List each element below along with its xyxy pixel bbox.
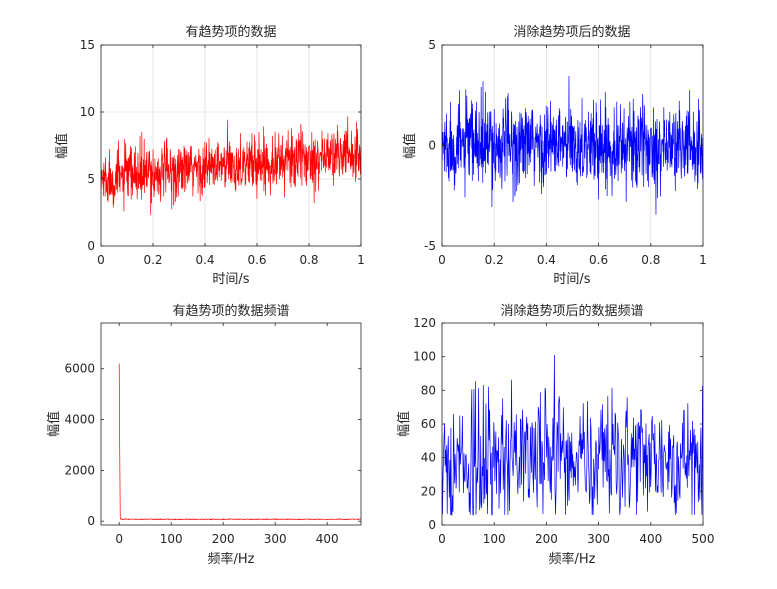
y-tick-label: 0 [87, 239, 95, 253]
x-tick-label: 1 [699, 253, 707, 267]
series-path [118, 363, 361, 521]
x-tick-label: 0.2 [485, 253, 504, 267]
tick-marks: 0 100 200 300 400 500 0 20 40 60 80 100 120 [413, 316, 714, 546]
y-tick-label: 20 [421, 484, 436, 498]
series-path [101, 116, 361, 215]
y-tick-label: 5 [428, 38, 436, 52]
axes-frame [100, 322, 362, 526]
y-tick-label: 40 [421, 451, 436, 465]
axes-frame [100, 44, 362, 247]
x-tick-label: 200 [535, 532, 558, 546]
subplot-detrended-data: 0 0.2 0.4 0.6 0.8 1-505 消除趋势项后的数据 时间/s 幅值 [402, 24, 707, 287]
x-tick-label: 100 [160, 532, 183, 546]
series-line [442, 354, 703, 516]
x-tick-label: 0.4 [195, 253, 214, 267]
x-tick-label: 0.6 [247, 253, 266, 267]
plot-area [101, 323, 361, 525]
x-tick-label: 300 [264, 532, 287, 546]
x-tick-label: 0 [438, 253, 446, 267]
series-line [118, 363, 361, 521]
x-axis-label: 时间/s [212, 272, 249, 287]
x-axis-label: 频率/Hz [208, 551, 255, 567]
y-tick-label: 5 [87, 172, 95, 186]
y-tick-label: 0 [87, 514, 95, 528]
series-path [442, 354, 703, 516]
x-tick-label: 0.2 [143, 253, 162, 267]
tick-marks: 0 0.2 0.4 0.6 0.8 1-505 [424, 38, 707, 267]
subplot-detrended-spectrum: 0 100 200 300 400 500 0 20 40 60 80 100 120 消除趋势项后的数… [396, 303, 714, 567]
y-tick-label: 0 [428, 518, 436, 532]
x-tick-label: 0 [115, 532, 123, 546]
y-tick-label: 2000 [64, 463, 95, 477]
x-tick-label: 1 [357, 253, 365, 267]
y-axis-label: 幅值 [46, 411, 62, 437]
x-tick-label: 200 [212, 532, 235, 546]
series-line [442, 76, 703, 215]
y-tick-label: 0 [428, 139, 436, 153]
x-tick-label: 0.8 [299, 253, 318, 267]
y-tick-label: 10 [80, 105, 95, 119]
x-tick-label: 400 [316, 532, 339, 546]
chart-title: 有趋势项的数据频谱 [172, 303, 289, 319]
y-tick-label: -5 [424, 239, 436, 253]
y-axis-label: 幅值 [402, 133, 418, 159]
x-tick-label: 0.4 [537, 253, 556, 267]
x-tick-label: 0.8 [641, 253, 660, 267]
y-tick-label: 6000 [64, 362, 95, 376]
y-tick-label: 80 [421, 383, 436, 397]
series-path [442, 76, 703, 215]
series-line [101, 116, 361, 215]
chart-title: 消除趋势项后的数据 [513, 24, 630, 40]
x-tick-label: 0 [97, 253, 105, 267]
x-tick-label: 100 [483, 532, 506, 546]
y-axis-label: 幅值 [54, 133, 70, 159]
x-tick-label: 0.6 [589, 253, 608, 267]
y-tick-label: 100 [413, 350, 436, 364]
x-axis-label: 时间/s [553, 272, 590, 287]
y-axis-label: 幅值 [396, 411, 412, 437]
y-tick-label: 60 [421, 417, 436, 431]
y-tick-label: 4000 [64, 413, 95, 427]
x-tick-label: 500 [692, 532, 715, 546]
chart-title: 有趋势项的数据 [185, 24, 276, 40]
y-tick-label: 15 [80, 38, 95, 52]
chart-title: 消除趋势项后的数据频谱 [500, 303, 643, 319]
x-tick-label: 0 [438, 532, 446, 546]
y-tick-label: 120 [413, 316, 436, 330]
x-tick-label: 400 [639, 532, 662, 546]
x-axis-label: 频率/Hz [549, 551, 596, 567]
x-tick-label: 300 [587, 532, 610, 546]
